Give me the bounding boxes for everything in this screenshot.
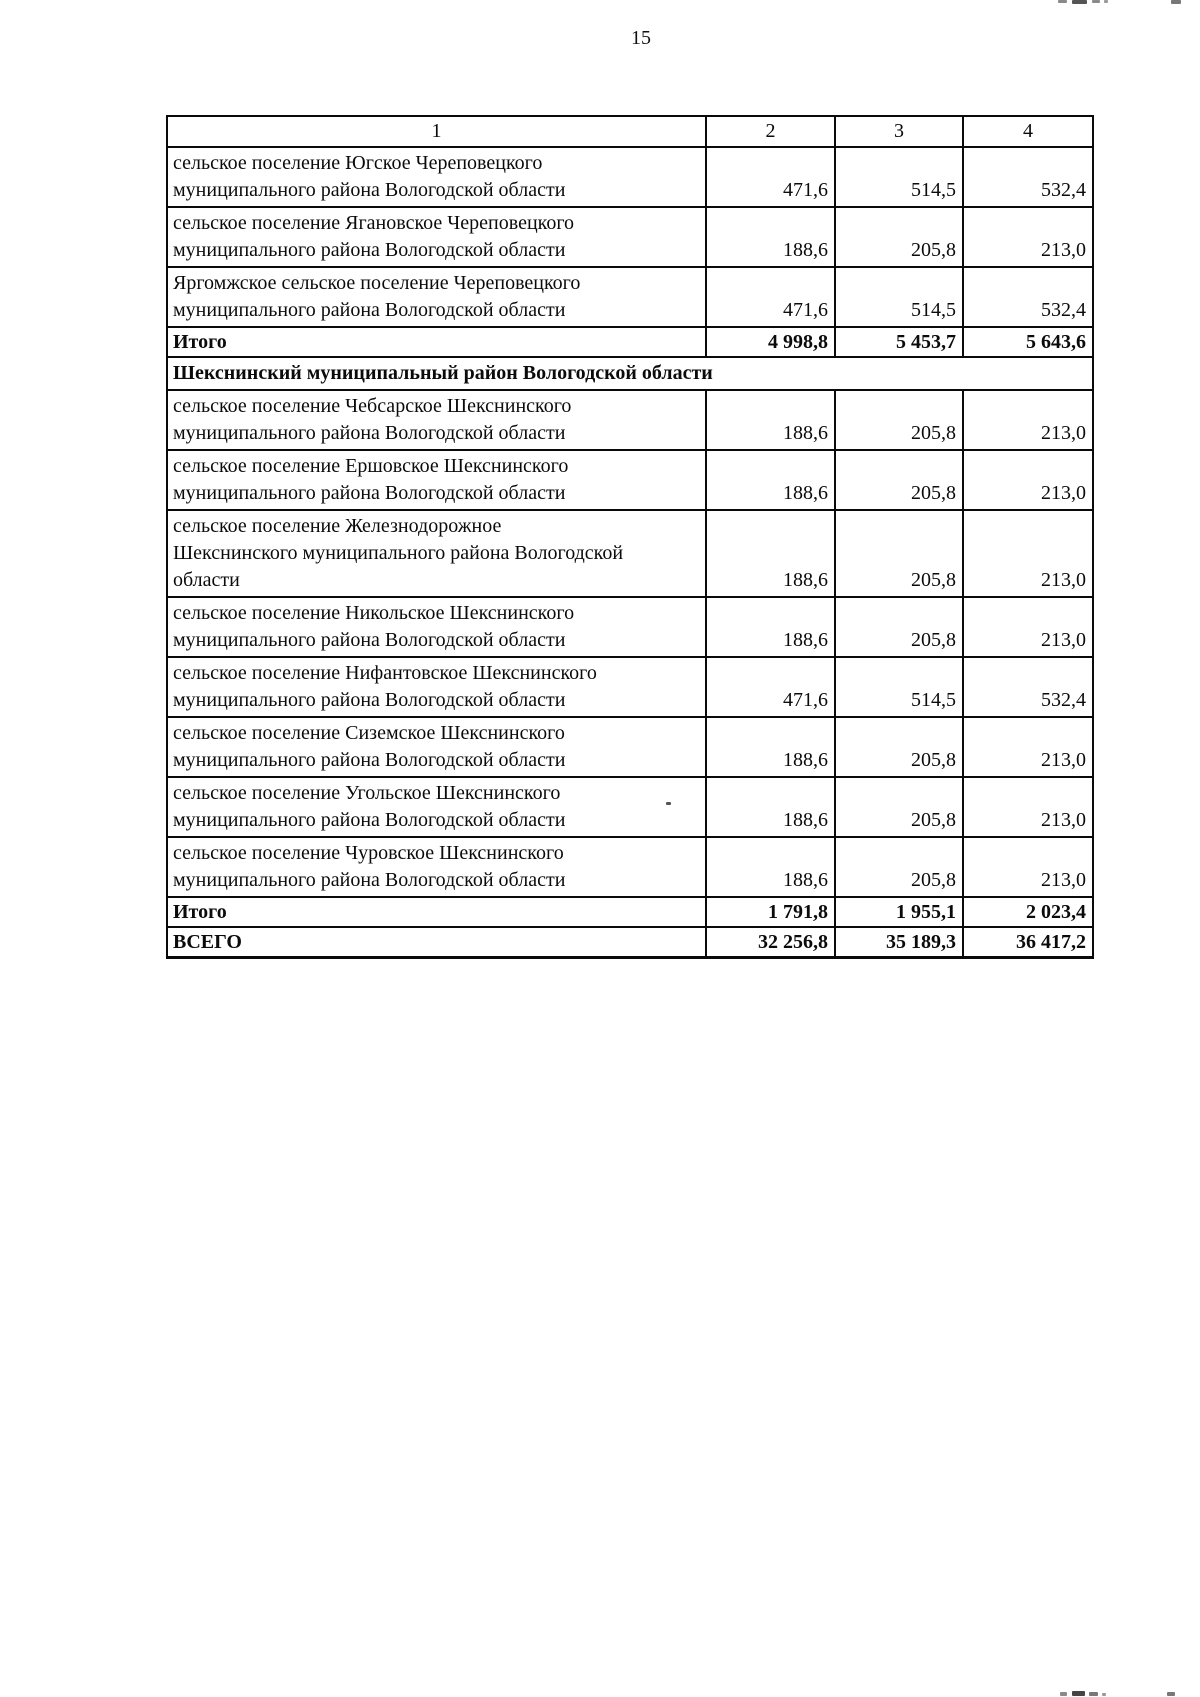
table-row-data: сельское поселение Ягановское Череповецк… <box>166 206 1094 268</box>
value-cell: 2 023,4 <box>962 896 1094 928</box>
total-label-cell: Итого <box>166 326 707 358</box>
value-cell: 188,6 <box>705 389 836 451</box>
table-header-row: 1 2 3 4 <box>166 115 1094 148</box>
value-cell: 213,0 <box>962 509 1094 598</box>
value-cell: 4 998,8 <box>705 326 836 358</box>
value-cell: 213,0 <box>962 206 1094 268</box>
settlement-name-cell: сельское поселение Сиземское Шекснинског… <box>166 716 707 778</box>
value-cell: 35 189,3 <box>834 926 964 959</box>
value-cell: 205,8 <box>834 509 964 598</box>
total-label-cell: Итого <box>166 896 707 928</box>
value-cell: 532,4 <box>962 266 1094 328</box>
table-row-subtotal: Итого 1 791,8 1 955,1 2 023,4 <box>166 896 1094 928</box>
value-cell: 213,0 <box>962 389 1094 451</box>
value-cell: 205,8 <box>834 716 964 778</box>
value-cell: 514,5 <box>834 266 964 328</box>
value-cell: 1 791,8 <box>705 896 836 928</box>
value-cell: 205,8 <box>834 389 964 451</box>
value-cell: 471,6 <box>705 266 836 328</box>
total-label-cell: ВСЕГО <box>166 926 707 959</box>
value-cell: 471,6 <box>705 146 836 208</box>
settlement-name-cell: Яргомжское сельское поселение Череповецк… <box>166 266 707 328</box>
value-cell: 213,0 <box>962 776 1094 838</box>
value-cell: 36 417,2 <box>962 926 1094 959</box>
value-cell: 205,8 <box>834 836 964 898</box>
value-cell: 514,5 <box>834 656 964 718</box>
table-body: сельское поселение Югское Череповецкого … <box>166 146 1094 959</box>
value-cell: 188,6 <box>705 716 836 778</box>
settlement-name-cell: сельское поселение Чуровское Шекснинског… <box>166 836 707 898</box>
scan-artifact <box>1060 1692 1067 1696</box>
value-cell: 205,8 <box>834 776 964 838</box>
value-cell: 213,0 <box>962 596 1094 658</box>
scan-artifact <box>1089 1692 1098 1696</box>
column-header-3: 3 <box>834 115 964 148</box>
table-row-data: сельское поселение Югское Череповецкого … <box>166 146 1094 208</box>
value-cell: 205,8 <box>834 206 964 268</box>
scan-artifact <box>1102 1693 1106 1696</box>
value-cell: 188,6 <box>705 836 836 898</box>
value-cell: 532,4 <box>962 146 1094 208</box>
scan-artifact <box>1171 0 1181 4</box>
table-row-data: сельское поселение Нифантовское Шекснинс… <box>166 656 1094 718</box>
settlement-name-cell: сельское поселение Ершовское Шекснинског… <box>166 449 707 511</box>
budget-table: 1 2 3 4 сельское поселение Югское Черепо… <box>166 115 1094 959</box>
table-row-data: сельское поселение Чебсарское Шекснинско… <box>166 389 1094 451</box>
value-cell: 188,6 <box>705 206 836 268</box>
table-row-data: Яргомжское сельское поселение Череповецк… <box>166 266 1094 328</box>
value-cell: 188,6 <box>705 776 836 838</box>
table-row-data: сельское поселение Угольское Шекснинског… <box>166 776 1094 838</box>
value-cell: 188,6 <box>705 449 836 511</box>
value-cell: 188,6 <box>705 509 836 598</box>
scan-artifact <box>1072 0 1087 4</box>
value-cell: 514,5 <box>834 146 964 208</box>
table-row-data: сельское поселение Чуровское Шекснинског… <box>166 836 1094 898</box>
table-row-section: Шекснинский муниципальный район Вологодс… <box>166 356 1094 391</box>
scan-artifact <box>1058 0 1067 3</box>
value-cell: 213,0 <box>962 836 1094 898</box>
settlement-name-cell: сельское поселение Никольское Шекснинско… <box>166 596 707 658</box>
scan-artifact <box>666 802 671 805</box>
scan-artifact <box>1167 1692 1175 1696</box>
settlement-name-cell: сельское поселение Железнодорожное Шексн… <box>166 509 707 598</box>
settlement-name-cell: сельское поселение Югское Череповецкого … <box>166 146 707 208</box>
settlement-name-cell: сельское поселение Нифантовское Шекснинс… <box>166 656 707 718</box>
value-cell: 188,6 <box>705 596 836 658</box>
value-cell: 32 256,8 <box>705 926 836 959</box>
value-cell: 5 453,7 <box>834 326 964 358</box>
value-cell: 1 955,1 <box>834 896 964 928</box>
value-cell: 205,8 <box>834 449 964 511</box>
value-cell: 532,4 <box>962 656 1094 718</box>
settlement-name-cell: сельское поселение Угольское Шекснинског… <box>166 776 707 838</box>
table-row-subtotal: Итого 4 998,8 5 453,7 5 643,6 <box>166 326 1094 358</box>
column-header-1: 1 <box>166 115 707 148</box>
value-cell: 471,6 <box>705 656 836 718</box>
table-row-data: сельское поселение Никольское Шекснинско… <box>166 596 1094 658</box>
table-row-total: ВСЕГО 32 256,8 35 189,3 36 417,2 <box>166 926 1094 959</box>
table-row-data: сельское поселение Сиземское Шекснинског… <box>166 716 1094 778</box>
column-header-4: 4 <box>962 115 1094 148</box>
scan-artifact <box>1072 1691 1085 1696</box>
settlement-name-cell: сельское поселение Чебсарское Шекснинско… <box>166 389 707 451</box>
table-row-data: сельское поселение Железнодорожное Шексн… <box>166 509 1094 598</box>
value-cell: 213,0 <box>962 449 1094 511</box>
settlement-name-cell: сельское поселение Ягановское Череповецк… <box>166 206 707 268</box>
value-cell: 213,0 <box>962 716 1094 778</box>
value-cell: 5 643,6 <box>962 326 1094 358</box>
section-header-cell: Шекснинский муниципальный район Вологодс… <box>166 356 1094 391</box>
scan-artifact <box>1092 0 1100 3</box>
scan-artifact <box>1104 0 1108 3</box>
page-number: 15 <box>631 27 651 49</box>
column-header-2: 2 <box>705 115 836 148</box>
table-row-data: сельское поселение Ершовское Шекснинског… <box>166 449 1094 511</box>
value-cell: 205,8 <box>834 596 964 658</box>
